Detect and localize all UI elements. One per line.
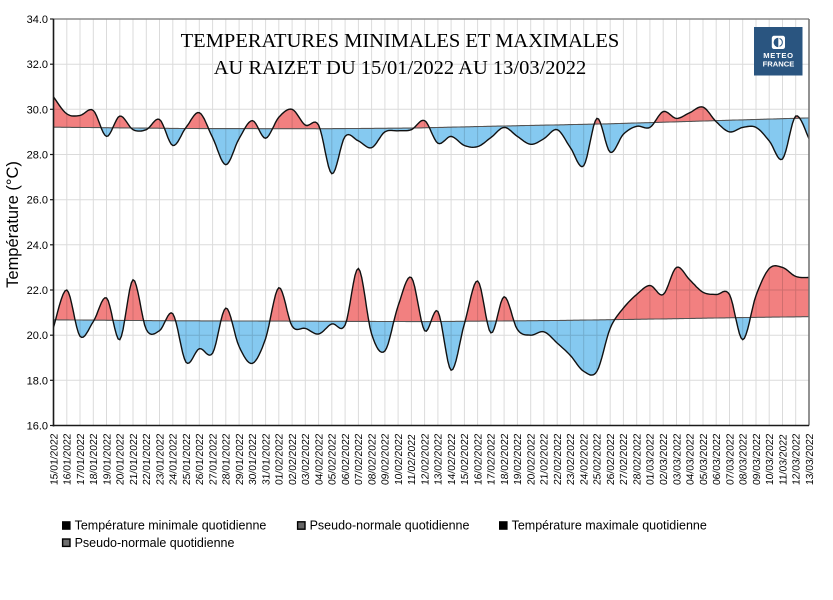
svg-text:Température maximale quotidien: Température maximale quotidienne (512, 519, 707, 533)
svg-text:20/02/2022: 20/02/2022 (527, 433, 538, 486)
svg-text:13/02/2022: 13/02/2022 (434, 433, 445, 486)
svg-text:27/01/2022: 27/01/2022 (208, 433, 219, 486)
svg-text:13/03/2022: 13/03/2022 (805, 433, 816, 486)
svg-text:24.0: 24.0 (27, 240, 48, 252)
svg-text:07/02/2022: 07/02/2022 (354, 433, 365, 486)
svg-text:30/01/2022: 30/01/2022 (248, 433, 259, 486)
svg-text:15/02/2022: 15/02/2022 (460, 433, 471, 486)
svg-text:Pseudo-normale quotidienne: Pseudo-normale quotidienne (310, 519, 470, 533)
svg-text:06/03/2022: 06/03/2022 (712, 433, 723, 486)
svg-text:08/03/2022: 08/03/2022 (739, 433, 750, 486)
svg-text:16.0: 16.0 (27, 421, 48, 433)
svg-text:21/01/2022: 21/01/2022 (129, 433, 140, 486)
svg-text:06/02/2022: 06/02/2022 (341, 433, 352, 486)
svg-text:24/02/2022: 24/02/2022 (580, 433, 591, 486)
svg-text:26.0: 26.0 (27, 195, 48, 207)
svg-text:25/01/2022: 25/01/2022 (182, 433, 193, 486)
svg-text:07/03/2022: 07/03/2022 (725, 433, 736, 486)
svg-text:27/02/2022: 27/02/2022 (619, 433, 630, 486)
svg-text:09/02/2022: 09/02/2022 (381, 433, 392, 486)
svg-text:10/03/2022: 10/03/2022 (765, 433, 776, 486)
svg-text:11/02/2022: 11/02/2022 (407, 434, 418, 486)
svg-text:AU RAIZET DU 15/01/2022 AU 13/: AU RAIZET DU 15/01/2022 AU 13/03/2022 (214, 57, 587, 79)
svg-text:31/01/2022: 31/01/2022 (261, 433, 272, 486)
svg-text:15/01/2022: 15/01/2022 (49, 433, 60, 486)
svg-text:03/02/2022: 03/02/2022 (301, 433, 312, 486)
svg-text:FRANCE: FRANCE (763, 60, 795, 69)
svg-text:09/03/2022: 09/03/2022 (752, 433, 763, 486)
svg-text:28/01/2022: 28/01/2022 (222, 433, 233, 486)
svg-text:14/02/2022: 14/02/2022 (447, 433, 458, 486)
svg-text:32.0: 32.0 (27, 59, 48, 71)
svg-text:22/01/2022: 22/01/2022 (142, 433, 153, 486)
svg-text:05/03/2022: 05/03/2022 (699, 433, 710, 486)
svg-text:03/03/2022: 03/03/2022 (672, 433, 683, 486)
svg-text:26/02/2022: 26/02/2022 (606, 433, 617, 486)
svg-text:Pseudo-normale quotidienne: Pseudo-normale quotidienne (75, 536, 235, 550)
svg-text:04/03/2022: 04/03/2022 (686, 433, 697, 486)
svg-text:22/02/2022: 22/02/2022 (553, 433, 564, 486)
svg-text:30.0: 30.0 (27, 104, 48, 116)
svg-text:17/01/2022: 17/01/2022 (76, 433, 87, 486)
svg-text:18/02/2022: 18/02/2022 (500, 433, 511, 486)
svg-text:21/02/2022: 21/02/2022 (540, 433, 551, 486)
svg-text:19/01/2022: 19/01/2022 (102, 433, 113, 486)
svg-text:18.0: 18.0 (27, 375, 48, 387)
svg-text:01/03/2022: 01/03/2022 (646, 433, 657, 486)
svg-text:16/01/2022: 16/01/2022 (63, 433, 74, 486)
svg-text:29/01/2022: 29/01/2022 (235, 433, 246, 486)
svg-text:23/01/2022: 23/01/2022 (155, 433, 166, 486)
svg-text:22.0: 22.0 (27, 285, 48, 297)
svg-text:23/02/2022: 23/02/2022 (566, 433, 577, 486)
svg-text:19/02/2022: 19/02/2022 (513, 433, 524, 486)
svg-text:20.0: 20.0 (27, 330, 48, 342)
svg-text:11/03/2022: 11/03/2022 (778, 434, 789, 486)
svg-text:12/03/2022: 12/03/2022 (792, 433, 803, 486)
svg-text:28.0: 28.0 (27, 150, 48, 162)
svg-text:10/02/2022: 10/02/2022 (394, 433, 405, 486)
svg-text:16/02/2022: 16/02/2022 (473, 433, 484, 486)
svg-text:34.0: 34.0 (27, 14, 48, 26)
svg-text:12/02/2022: 12/02/2022 (420, 433, 431, 486)
svg-text:18/01/2022: 18/01/2022 (89, 433, 100, 486)
svg-text:20/01/2022: 20/01/2022 (116, 433, 127, 486)
svg-text:04/02/2022: 04/02/2022 (314, 433, 325, 486)
svg-text:24/01/2022: 24/01/2022 (169, 433, 180, 486)
svg-text:Température (°C): Température (°C) (4, 161, 22, 288)
svg-text:25/02/2022: 25/02/2022 (593, 433, 604, 486)
svg-text:METEO: METEO (763, 51, 794, 60)
svg-text:28/02/2022: 28/02/2022 (633, 433, 644, 486)
svg-text:02/02/2022: 02/02/2022 (288, 433, 299, 486)
svg-text:05/02/2022: 05/02/2022 (328, 433, 339, 486)
svg-text:Température minimale quotidien: Température minimale quotidienne (75, 519, 267, 533)
svg-text:08/02/2022: 08/02/2022 (367, 433, 378, 486)
svg-text:01/02/2022: 01/02/2022 (275, 433, 286, 486)
svg-text:26/01/2022: 26/01/2022 (195, 433, 206, 486)
svg-text:17/02/2022: 17/02/2022 (487, 433, 498, 486)
svg-text:TEMPERATURES MINIMALES ET MAXI: TEMPERATURES MINIMALES ET MAXIMALES (181, 30, 620, 52)
svg-text:02/03/2022: 02/03/2022 (659, 433, 670, 486)
